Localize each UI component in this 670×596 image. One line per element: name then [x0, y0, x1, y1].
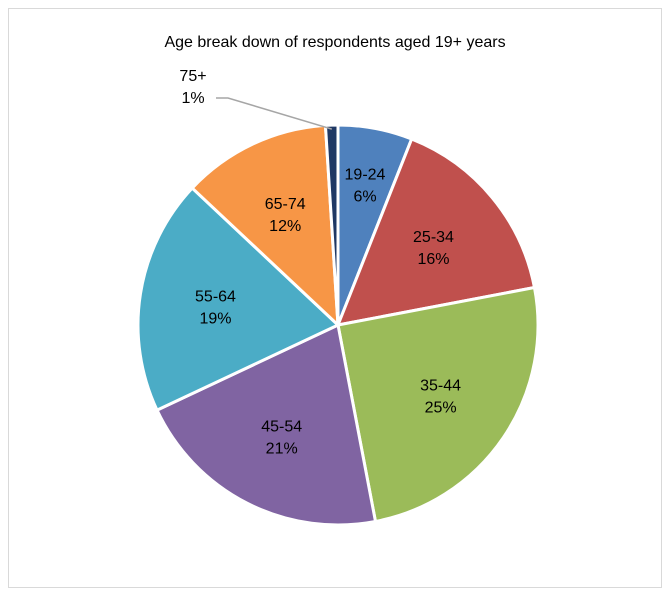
pie-slice-55-64 [136, 185, 341, 413]
slice-label-35-44: 35-44 25% [420, 378, 461, 417]
chart-title: Age break down of respondents aged 19+ y… [164, 34, 506, 51]
pie-slice-75plus [323, 123, 340, 326]
slice-label-65-74: 65-74 12% [265, 196, 306, 235]
slice-label-25-34: 25-34 16% [413, 229, 454, 268]
slice-label-55-64: 55-64 19% [195, 289, 236, 328]
slice-label-75plus: 75+ 1% [179, 68, 206, 107]
slice-label-45-54: 45-54 21% [261, 419, 302, 458]
leader-line-75plus [216, 97, 333, 130]
pie-slice-25-34 [335, 137, 537, 327]
pie-slice-35-44 [336, 285, 540, 524]
pie-slice-45-54 [155, 322, 378, 527]
pie-slice-65-74 [190, 123, 340, 329]
slice-label-19-24: 19-24 6% [345, 167, 386, 206]
